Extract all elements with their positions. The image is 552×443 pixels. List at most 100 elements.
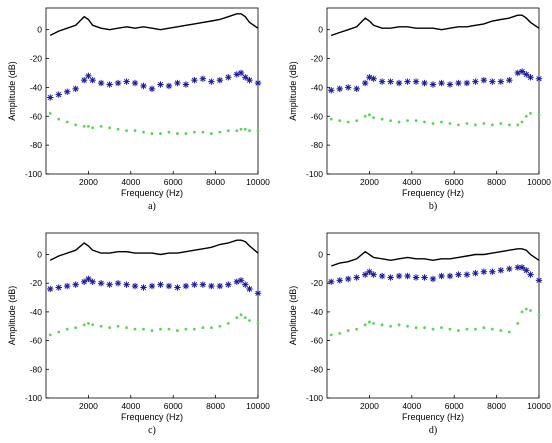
data-point [125, 129, 128, 133]
data-point [208, 78, 215, 85]
data-point [116, 127, 120, 131]
y-tick-label: 0 [37, 250, 42, 260]
data-point [421, 274, 428, 281]
data-point [429, 81, 437, 88]
data-point [474, 327, 477, 331]
data-point [482, 122, 486, 125]
x-tick-label: 4000 [121, 401, 140, 411]
data-point [114, 79, 122, 87]
data-point [414, 326, 418, 330]
data-point [378, 272, 386, 280]
data-point [193, 327, 196, 331]
data-point [404, 272, 411, 280]
data-point [537, 313, 541, 317]
data-point [328, 278, 335, 285]
data-point [336, 277, 343, 284]
data-point [80, 76, 88, 84]
data-point [353, 274, 360, 281]
data-point [489, 78, 496, 85]
x-tick-label: 6000 [164, 177, 183, 187]
data-point [123, 78, 130, 85]
data-point [157, 81, 164, 88]
data-point [235, 316, 239, 320]
data-point [201, 130, 205, 134]
data-point [97, 79, 105, 87]
data-point [99, 324, 103, 328]
data-point [345, 84, 352, 91]
data-point [423, 326, 426, 330]
y-tick-label: -20 [311, 278, 324, 288]
data-point [254, 79, 262, 87]
series-dots [48, 111, 260, 135]
data-point [133, 129, 137, 133]
data-point [246, 285, 253, 293]
data-point [91, 126, 95, 130]
y-axis-label: Amplitude (dB) [7, 286, 17, 346]
x-tick-label: 10000 [527, 401, 551, 411]
data-point [372, 321, 376, 325]
y-tick-label: -60 [311, 336, 324, 346]
data-point [482, 326, 486, 330]
x-axis-label: Frequency (Hz) [121, 188, 183, 198]
y-tick-label: -100 [306, 169, 323, 179]
data-point [387, 274, 394, 281]
data-point [472, 78, 479, 85]
data-point [148, 85, 156, 93]
y-tick-label: -80 [30, 140, 43, 150]
x-tick-label: 8000 [206, 177, 225, 187]
data-point [535, 75, 543, 82]
data-point [438, 79, 445, 87]
data-point [353, 85, 360, 93]
series-dots [48, 313, 260, 337]
data-point [89, 76, 96, 84]
data-point [457, 329, 460, 332]
data-point [363, 114, 367, 118]
data-point [480, 76, 488, 84]
x-tick-label: 6000 [164, 401, 183, 411]
data-point [395, 272, 403, 280]
data-point [370, 271, 377, 278]
data-point [523, 71, 530, 78]
data-point [85, 72, 92, 80]
x-tick-label: 4000 [121, 177, 140, 187]
data-point [363, 323, 367, 327]
data-point [529, 309, 532, 312]
data-point [65, 327, 69, 331]
data-point [414, 119, 418, 122]
data-point [209, 326, 213, 330]
y-tick-label: -60 [30, 336, 43, 346]
data-point [82, 124, 86, 128]
data-point [355, 327, 359, 331]
data-point [243, 316, 247, 320]
data-point [346, 329, 350, 332]
data-point [497, 78, 505, 85]
data-point [193, 130, 196, 134]
series-stars [47, 275, 262, 297]
data-point [336, 85, 343, 93]
data-point [157, 281, 164, 288]
data-point [182, 81, 190, 88]
panel-c: 0 -20 -40 -60 -80 -100 2000 4000 6000 8000 10000 Fr… [7, 232, 270, 436]
data-point [490, 123, 494, 127]
data-line [49, 13, 259, 37]
data-point [199, 75, 207, 82]
y-tick-label: -40 [30, 82, 43, 92]
data-point [106, 281, 113, 288]
panel-b: 0 -20 -40 -60 -80 -100 2000 4000 6000 8000 10000 Fr… [288, 7, 551, 212]
data-point [529, 111, 532, 115]
data-point [499, 329, 503, 332]
data-point [516, 321, 520, 325]
x-tick-label: 4000 [402, 401, 421, 411]
data-point [64, 88, 71, 95]
y-tick-label: -100 [25, 169, 42, 179]
data-point [328, 87, 335, 94]
data-point [472, 269, 479, 277]
data-point [389, 324, 392, 328]
data-point [82, 323, 86, 327]
data-point [133, 327, 137, 331]
data-point [527, 271, 534, 278]
y-tick-label: 0 [37, 25, 42, 35]
data-point [165, 82, 173, 90]
y-tick-label: -100 [25, 393, 42, 403]
